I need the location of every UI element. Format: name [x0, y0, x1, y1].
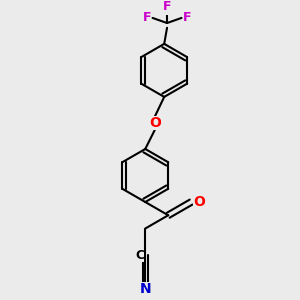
- Text: F: F: [163, 0, 171, 13]
- Text: N: N: [140, 282, 151, 296]
- Text: F: F: [142, 11, 151, 24]
- Text: O: O: [149, 116, 161, 130]
- Text: F: F: [183, 11, 191, 24]
- Text: O: O: [193, 195, 205, 209]
- Text: C: C: [135, 248, 144, 262]
